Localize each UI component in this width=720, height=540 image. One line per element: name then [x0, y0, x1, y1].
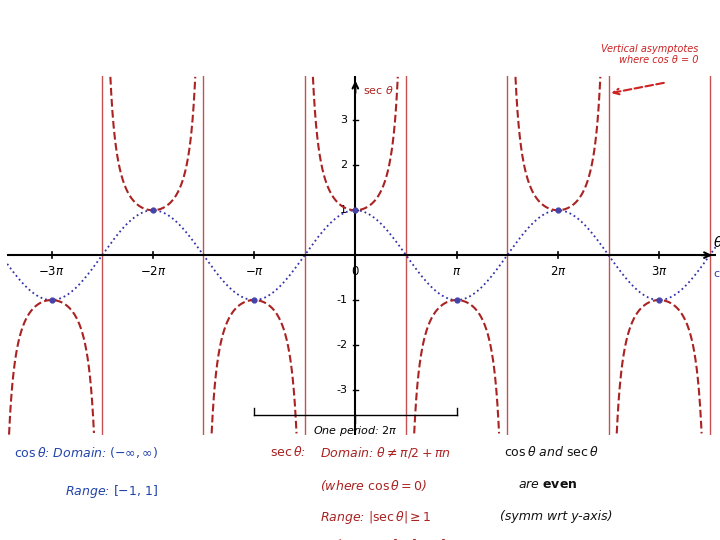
- Text: $0$: $0$: [351, 265, 360, 278]
- Text: $\cos\,\theta$: $\cos\,\theta$: [714, 267, 720, 279]
- Text: (where $\cos\theta = 0$): (where $\cos\theta = 0$): [320, 478, 428, 493]
- Text: Secant is the reciprocal of cosine: Secant is the reciprocal of cosine: [42, 17, 562, 45]
- Text: $-3\pi$: $-3\pi$: [38, 265, 65, 278]
- Text: $\pi$: $\pi$: [452, 265, 462, 278]
- Text: Domain: $\theta \neq \pi/2 + \pi n$: Domain: $\theta \neq \pi/2 + \pi n$: [320, 446, 451, 461]
- Text: (symm wrt y-axis): (symm wrt y-axis): [500, 510, 613, 523]
- Text: 1: 1: [341, 205, 347, 215]
- Text: $\cos\theta$ and $\sec\theta$: $\cos\theta$ and $\sec\theta$: [504, 446, 599, 460]
- Text: Range: $|\sec\theta| \geq 1$: Range: $|\sec\theta| \geq 1$: [320, 509, 432, 525]
- Text: -1: -1: [336, 295, 347, 305]
- Text: Vertical asymptotes
where cos θ = 0: Vertical asymptotes where cos θ = 0: [601, 44, 698, 65]
- Text: are $\bf{even}$: are $\bf{even}$: [518, 478, 578, 491]
- Text: $\sec\theta$:: $\sec\theta$:: [270, 446, 306, 460]
- Text: 2: 2: [340, 160, 347, 171]
- Text: $-2\pi$: $-2\pi$: [140, 265, 166, 278]
- Text: -2: -2: [336, 340, 347, 350]
- Text: or $(-\infty, -1] \cup [1, \infty]$: or $(-\infty, -1] \cup [1, \infty]$: [320, 537, 447, 540]
- Text: $2\pi$: $2\pi$: [549, 265, 566, 278]
- Text: -3: -3: [336, 385, 347, 395]
- Text: One period: $2\pi$: One period: $2\pi$: [313, 424, 397, 438]
- Text: 3: 3: [341, 116, 347, 125]
- Text: $\sec\,\theta$: $\sec\,\theta$: [364, 84, 395, 96]
- Text: $-\pi$: $-\pi$: [245, 265, 264, 278]
- Text: $\theta$: $\theta$: [714, 235, 720, 250]
- Text: $3\pi$: $3\pi$: [651, 265, 667, 278]
- Text: $\cos\theta$: Domain: $(-\infty, \infty)$: $\cos\theta$: Domain: $(-\infty, \infty)…: [14, 446, 158, 461]
- Text: Range: $[-1,\,1]$: Range: $[-1,\,1]$: [65, 483, 158, 500]
